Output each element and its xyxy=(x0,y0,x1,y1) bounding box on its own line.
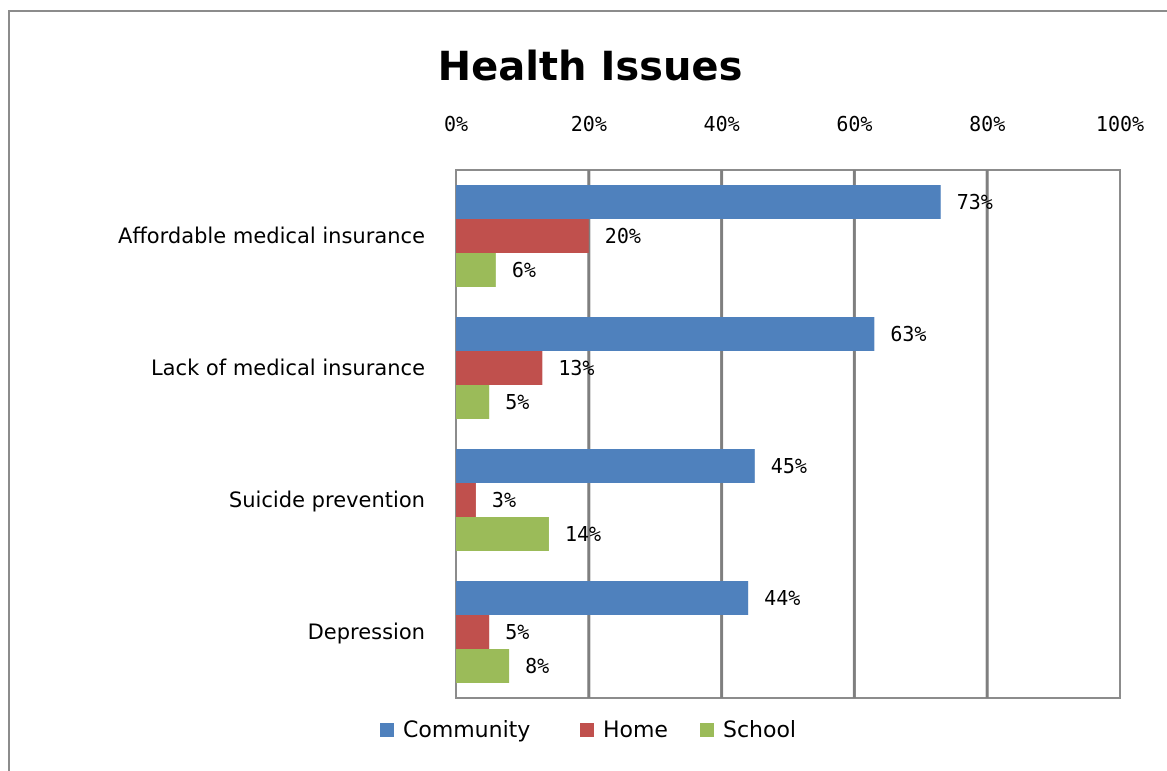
data-label: 5% xyxy=(505,390,529,414)
data-label: 13% xyxy=(558,356,594,380)
bars: 73% 20% 6% 63% 13% 5% 45% 3% 14% 44% 5% 8% xyxy=(456,185,993,683)
x-tick-label: 60% xyxy=(836,112,872,136)
legend-swatch-community xyxy=(380,723,394,737)
chart-title: Health Issues xyxy=(438,44,743,90)
x-tick-label: 40% xyxy=(704,112,740,136)
data-label: 3% xyxy=(492,488,516,512)
data-label: 5% xyxy=(505,620,529,644)
bar-community xyxy=(456,581,749,615)
bar-home xyxy=(456,351,543,385)
category-label: Affordable medical insurance xyxy=(118,224,425,248)
data-label: 44% xyxy=(764,586,800,610)
data-label: 20% xyxy=(605,224,641,248)
x-tick-label: 80% xyxy=(969,112,1005,136)
bar-community xyxy=(456,449,755,483)
legend: Community Home School xyxy=(380,718,796,743)
bar-home xyxy=(456,219,589,253)
bar-home xyxy=(456,615,490,649)
category-label: Suicide prevention xyxy=(229,488,425,512)
x-tick-label: 20% xyxy=(571,112,607,136)
data-label: 73% xyxy=(957,190,993,214)
category-label: Lack of medical insurance xyxy=(151,356,425,380)
bar-community xyxy=(456,185,941,219)
data-label: 45% xyxy=(771,454,807,478)
data-label: 14% xyxy=(565,522,601,546)
bar-home xyxy=(456,483,476,517)
legend-swatch-school xyxy=(700,723,714,737)
bar-school xyxy=(456,649,510,683)
bar-school xyxy=(456,253,496,287)
data-label: 8% xyxy=(525,654,549,678)
bar-school xyxy=(456,385,490,419)
x-tick-label: 100% xyxy=(1096,112,1144,136)
gridlines xyxy=(455,169,1121,699)
legend-label-school: School xyxy=(723,718,796,743)
legend-label-home: Home xyxy=(603,718,668,743)
frame-border-left xyxy=(8,10,10,771)
category-label: Depression xyxy=(308,620,425,644)
category-labels: Affordable medical insurance Lack of medi… xyxy=(118,224,425,644)
x-axis-ticks: 0% 20% 40% 60% 80% 100% xyxy=(444,112,1144,136)
legend-swatch-home xyxy=(580,723,594,737)
bar-community xyxy=(456,317,875,351)
x-tick-label: 0% xyxy=(444,112,468,136)
bar-school xyxy=(456,517,549,551)
data-label: 63% xyxy=(890,322,926,346)
plot-area-border xyxy=(455,169,1121,699)
legend-label-community: Community xyxy=(403,718,530,743)
data-label: 6% xyxy=(512,258,536,282)
frame-border-top xyxy=(8,10,1167,12)
